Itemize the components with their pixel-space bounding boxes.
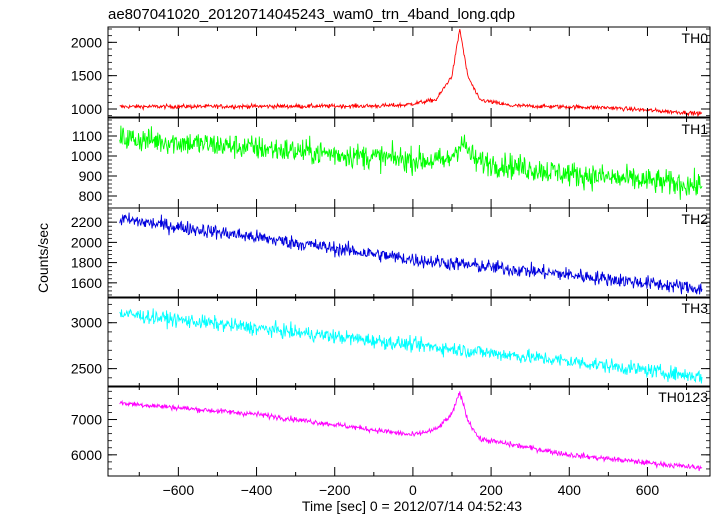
panel-th0123: 6000 7000 TH0123 [71,385,711,477]
panel-label-th3: TH3 [682,300,709,316]
y-tick-label: 1000 [71,101,102,117]
x-tick-label: 200 [479,482,503,498]
panels-group: 1000 1500 2000 TH0 800 900 1000 1100 TH1 1600 1800… [71,26,711,477]
x-tick-label: 400 [558,482,582,498]
y-tick-label: 3000 [71,315,102,331]
x-tick-label: −200 [319,482,351,498]
y-tick-label: 7000 [71,412,102,428]
panel-th3: 2500 3000 TH3 [71,296,711,388]
y-tick-label: 1000 [71,148,102,164]
panel-frame [107,207,711,299]
x-tick-label: 600 [636,482,660,498]
x-axis-group: −600 −400 −200 0 200 400 600 [163,482,660,498]
y-tick-label: 800 [79,188,103,204]
x-axis-title: Time [sec] 0 = 2012/07/14 04:52:43 [302,498,522,514]
y-axis-title: Counts/sec [35,223,51,293]
panel-frame [107,26,711,118]
panel-label-th0123: TH0123 [658,389,708,405]
series-line-th1 [119,125,703,200]
y-tick-label: 2000 [71,234,102,250]
y-tick-label: 900 [79,168,103,184]
panel-th1: 800 900 1000 1100 TH1 [71,117,711,209]
panel-frame [107,296,711,388]
y-tick-label: 1500 [71,68,102,84]
panel-th0: 1000 1500 2000 TH0 [71,26,711,118]
x-tick-label: −400 [241,482,273,498]
x-tick-label: 0 [409,482,417,498]
y-tick-label: 1600 [71,275,102,291]
chart-title: ae807041020_20120714045243_wam0_trn_4ban… [108,6,515,23]
series-line-th3 [119,308,703,384]
panel-th2: 1600 1800 2000 2200 TH2 [71,207,711,299]
y-tick-label: 6000 [71,447,102,463]
panel-label-th0: TH0 [682,30,709,46]
panel-label-th2: TH2 [682,211,709,227]
series-line-th0 [119,29,703,118]
x-tick-label: −600 [163,482,195,498]
panel-frame [107,117,711,209]
panel-frame [107,385,711,477]
y-tick-label: 2200 [71,214,102,230]
panel-label-th1: TH1 [682,121,709,137]
y-tick-label: 1800 [71,255,102,271]
series-line-th0123 [119,391,703,472]
series-line-th2 [119,212,703,295]
y-tick-label: 2000 [71,34,102,50]
y-tick-label: 1100 [72,128,102,144]
y-tick-label: 2500 [71,361,102,377]
